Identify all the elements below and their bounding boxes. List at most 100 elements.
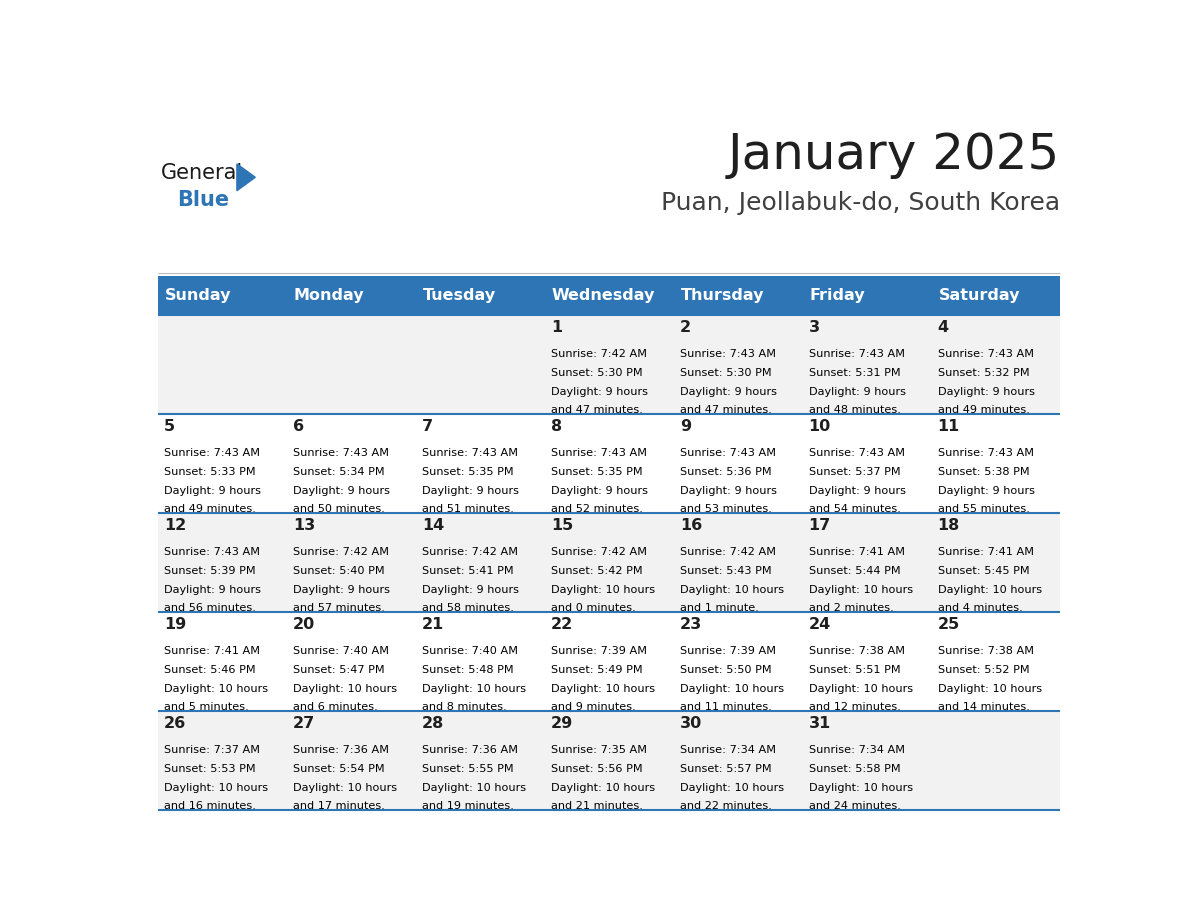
Text: Puan, Jeollabuk-do, South Korea: Puan, Jeollabuk-do, South Korea (661, 192, 1060, 216)
Text: and 52 minutes.: and 52 minutes. (551, 505, 643, 514)
Bar (674, 612, 802, 711)
Text: 17: 17 (809, 518, 830, 533)
Text: Sunrise: 7:42 AM: Sunrise: 7:42 AM (293, 547, 388, 557)
Text: Friday: Friday (809, 288, 865, 303)
Text: Sunrise: 7:43 AM: Sunrise: 7:43 AM (680, 349, 776, 359)
Text: Sunset: 5:56 PM: Sunset: 5:56 PM (551, 764, 643, 774)
Text: Sunset: 5:47 PM: Sunset: 5:47 PM (293, 665, 385, 675)
Text: Daylight: 10 hours: Daylight: 10 hours (680, 782, 784, 792)
Text: 28: 28 (422, 716, 444, 731)
Text: and 17 minutes.: and 17 minutes. (293, 801, 385, 812)
Text: and 14 minutes.: and 14 minutes. (937, 702, 1030, 712)
Text: 7: 7 (422, 419, 434, 434)
Text: 12: 12 (164, 518, 187, 533)
Text: and 9 minutes.: and 9 minutes. (551, 702, 636, 712)
Text: Daylight: 9 hours: Daylight: 9 hours (164, 486, 261, 496)
Text: Tuesday: Tuesday (423, 288, 497, 303)
Bar (416, 414, 544, 513)
Bar (416, 513, 544, 612)
Text: Sunrise: 7:41 AM: Sunrise: 7:41 AM (164, 646, 260, 656)
Text: Sunrise: 7:43 AM: Sunrise: 7:43 AM (164, 448, 260, 458)
Text: Sunset: 5:37 PM: Sunset: 5:37 PM (809, 467, 901, 476)
Text: 26: 26 (164, 716, 187, 731)
Text: and 24 minutes.: and 24 minutes. (809, 801, 901, 812)
Text: and 55 minutes.: and 55 minutes. (937, 505, 1030, 514)
Text: Daylight: 9 hours: Daylight: 9 hours (422, 585, 519, 595)
Text: and 49 minutes.: and 49 minutes. (937, 406, 1030, 416)
Text: Sunset: 5:55 PM: Sunset: 5:55 PM (422, 764, 513, 774)
Bar (931, 711, 1060, 810)
Text: 5: 5 (164, 419, 176, 434)
Bar (931, 612, 1060, 711)
Text: and 49 minutes.: and 49 minutes. (164, 505, 257, 514)
Text: Sunrise: 7:43 AM: Sunrise: 7:43 AM (937, 349, 1034, 359)
Text: Daylight: 9 hours: Daylight: 9 hours (293, 486, 390, 496)
Text: Daylight: 10 hours: Daylight: 10 hours (164, 684, 268, 694)
Text: Daylight: 9 hours: Daylight: 9 hours (680, 486, 777, 496)
Text: Sunset: 5:35 PM: Sunset: 5:35 PM (551, 467, 643, 476)
Text: 2: 2 (680, 320, 691, 335)
Text: Sunset: 5:49 PM: Sunset: 5:49 PM (551, 665, 643, 675)
Text: Daylight: 10 hours: Daylight: 10 hours (937, 585, 1042, 595)
Text: 22: 22 (551, 617, 573, 632)
Text: Daylight: 10 hours: Daylight: 10 hours (551, 585, 655, 595)
Bar (674, 315, 802, 414)
Text: Sunrise: 7:40 AM: Sunrise: 7:40 AM (422, 646, 518, 656)
Bar (544, 315, 674, 414)
Text: 4: 4 (937, 320, 949, 335)
Text: Daylight: 9 hours: Daylight: 9 hours (937, 386, 1035, 397)
Text: 1: 1 (551, 320, 562, 335)
Text: and 19 minutes.: and 19 minutes. (422, 801, 514, 812)
Bar (802, 513, 931, 612)
Text: Daylight: 10 hours: Daylight: 10 hours (164, 782, 268, 792)
Text: 11: 11 (937, 419, 960, 434)
Text: Sunset: 5:41 PM: Sunset: 5:41 PM (422, 565, 513, 576)
Text: 31: 31 (809, 716, 830, 731)
Text: Sunset: 5:40 PM: Sunset: 5:40 PM (293, 565, 385, 576)
Text: Daylight: 10 hours: Daylight: 10 hours (422, 782, 526, 792)
Text: Daylight: 10 hours: Daylight: 10 hours (293, 782, 397, 792)
Text: Sunrise: 7:34 AM: Sunrise: 7:34 AM (809, 744, 904, 755)
Text: and 47 minutes.: and 47 minutes. (551, 406, 643, 416)
Text: and 58 minutes.: and 58 minutes. (422, 603, 514, 613)
Text: 19: 19 (164, 617, 187, 632)
Text: Sunset: 5:50 PM: Sunset: 5:50 PM (680, 665, 771, 675)
Bar (802, 315, 931, 414)
Bar (416, 276, 544, 315)
Bar (158, 513, 286, 612)
Text: Sunset: 5:45 PM: Sunset: 5:45 PM (937, 565, 1029, 576)
Bar (544, 276, 674, 315)
Bar (674, 414, 802, 513)
Text: Sunrise: 7:41 AM: Sunrise: 7:41 AM (809, 547, 904, 557)
Bar (674, 711, 802, 810)
Text: Daylight: 9 hours: Daylight: 9 hours (551, 386, 647, 397)
Bar (416, 315, 544, 414)
Text: Sunset: 5:48 PM: Sunset: 5:48 PM (422, 665, 513, 675)
Bar (158, 711, 286, 810)
Text: and 53 minutes.: and 53 minutes. (680, 505, 772, 514)
Text: Sunrise: 7:43 AM: Sunrise: 7:43 AM (809, 448, 904, 458)
Text: Sunset: 5:30 PM: Sunset: 5:30 PM (551, 368, 643, 378)
Text: 14: 14 (422, 518, 444, 533)
Text: and 51 minutes.: and 51 minutes. (422, 505, 514, 514)
Bar (674, 276, 802, 315)
Text: and 2 minutes.: and 2 minutes. (809, 603, 893, 613)
Text: Daylight: 10 hours: Daylight: 10 hours (809, 782, 912, 792)
Bar (416, 612, 544, 711)
Bar (286, 612, 416, 711)
Text: and 21 minutes.: and 21 minutes. (551, 801, 643, 812)
Text: Sunday: Sunday (165, 288, 232, 303)
Text: and 0 minutes.: and 0 minutes. (551, 603, 636, 613)
Text: Sunrise: 7:43 AM: Sunrise: 7:43 AM (809, 349, 904, 359)
Text: Sunset: 5:43 PM: Sunset: 5:43 PM (680, 565, 771, 576)
Bar (286, 711, 416, 810)
Bar (931, 414, 1060, 513)
Text: Sunset: 5:51 PM: Sunset: 5:51 PM (809, 665, 901, 675)
Text: and 16 minutes.: and 16 minutes. (164, 801, 257, 812)
Text: and 57 minutes.: and 57 minutes. (293, 603, 385, 613)
Text: 30: 30 (680, 716, 702, 731)
Text: General: General (160, 163, 242, 184)
Bar (802, 711, 931, 810)
Text: Sunrise: 7:42 AM: Sunrise: 7:42 AM (551, 349, 646, 359)
Text: 13: 13 (293, 518, 315, 533)
